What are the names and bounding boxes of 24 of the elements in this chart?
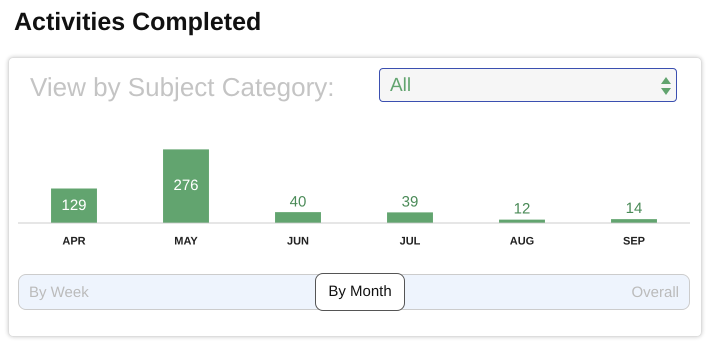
- data-label: 14: [626, 200, 642, 218]
- x-tick-label: APR: [62, 235, 86, 248]
- data-label: 39: [402, 194, 418, 211]
- x-tick-label: AUG: [510, 235, 534, 248]
- x-tick-label: JUL: [400, 235, 421, 248]
- x-tick-label: SEP: [622, 235, 646, 248]
- data-label: 276: [173, 177, 199, 194]
- data-label: 129: [61, 196, 87, 214]
- bar: [51, 188, 97, 223]
- text: By Month: [315, 273, 405, 311]
- x-tick-label: JUN: [286, 235, 310, 248]
- data-label: 12: [514, 200, 530, 218]
- bar: [387, 212, 433, 223]
- bar: [275, 212, 321, 223]
- chart-title: Activities Completed: [14, 8, 262, 37]
- text: Overall: [631, 284, 679, 301]
- data-label: 40: [290, 193, 306, 210]
- bar: [163, 149, 209, 223]
- x-tick-label: MAY: [174, 235, 198, 248]
- text: All: [390, 75, 412, 97]
- text: By Week: [29, 284, 89, 301]
- text: View by Subject Category:: [30, 72, 334, 103]
- bar: [611, 219, 657, 223]
- bar: [499, 220, 545, 223]
